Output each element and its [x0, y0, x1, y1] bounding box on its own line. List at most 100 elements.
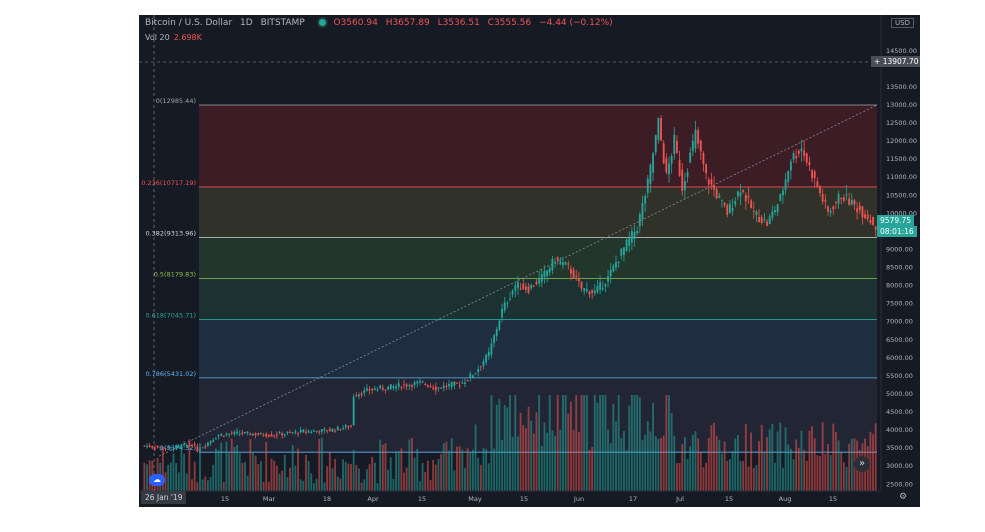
candle-body: [845, 194, 848, 196]
fib-level-label: 0.786(5431.02): [145, 370, 196, 378]
price-tick-label: 9000.00: [886, 245, 913, 253]
volume-bar: [848, 443, 851, 491]
candle-body: [623, 247, 625, 256]
gear-icon[interactable]: ⚙: [899, 492, 908, 502]
volume-bar: [400, 448, 403, 491]
volume-bar: [379, 439, 382, 491]
candle-body: [389, 384, 392, 390]
volume-bar: [609, 443, 612, 491]
volume-bar: [511, 436, 514, 491]
volume-bar: [591, 446, 594, 491]
volume-bar: [373, 462, 376, 491]
volume-bar: [466, 448, 469, 491]
volume-bar: [874, 423, 877, 491]
candle-body: [654, 135, 657, 153]
interval[interactable]: 1D: [240, 18, 253, 28]
candle-body: [588, 291, 591, 295]
candle-body: [143, 445, 146, 447]
volume-bar: [437, 458, 440, 491]
tradingview-logo-icon[interactable]: ☁: [149, 474, 165, 486]
candle-body: [151, 445, 154, 448]
volume-bar: [217, 450, 220, 491]
volume-bar: [456, 446, 458, 491]
volume-bar: [323, 482, 326, 491]
candle-body: [384, 389, 387, 391]
candle-body: [461, 382, 464, 384]
volume-bar: [249, 439, 252, 491]
candle-body: [734, 200, 737, 205]
candle-body: [418, 381, 421, 383]
volume-bar: [570, 401, 572, 491]
volume-bar: [146, 464, 148, 491]
volume-bar: [540, 445, 543, 491]
volume-bar: [713, 422, 715, 491]
volume-bar: [403, 472, 405, 491]
volume-bar: [509, 395, 511, 491]
volume-bar: [641, 439, 644, 491]
chart-container[interactable]: 0(12985.44) 0.236(10717.19) 0.382(9313.96)…: [139, 15, 920, 507]
price-tick-label: 11500.00: [886, 155, 917, 163]
volume-bar: [358, 468, 360, 491]
volume-bar: [601, 395, 604, 491]
volume-bar: [405, 467, 408, 491]
candle-body: [310, 431, 313, 433]
candle-body: [644, 196, 647, 204]
candle-body: [612, 265, 615, 272]
volume-bar: [434, 464, 437, 491]
candle-body: [379, 385, 382, 389]
candle-body: [249, 433, 252, 436]
price-axis: [881, 15, 920, 507]
plus-icon[interactable]: +: [874, 57, 881, 66]
volume-bar: [448, 450, 450, 491]
candle-body: [676, 140, 678, 153]
candle-body: [477, 369, 480, 373]
candle-body: [426, 385, 429, 387]
volume-bar: [294, 465, 297, 491]
price-tick-label: 13500.00: [886, 83, 917, 91]
volume-bar: [657, 439, 660, 491]
candle-body: [795, 156, 798, 159]
candle-body: [503, 302, 506, 311]
currency-badge[interactable]: USD: [891, 18, 914, 28]
candle-body: [453, 381, 456, 386]
volume-bar: [426, 460, 429, 491]
chart-canvas[interactable]: 0(12985.44) 0.236(10717.19) 0.382(9313.96)…: [139, 15, 920, 507]
volume-bar: [278, 473, 281, 491]
volume-bar: [241, 462, 244, 491]
volume-bar: [418, 481, 421, 491]
volume-bar: [265, 441, 268, 491]
volume-bar: [273, 460, 276, 491]
volume-bar: [395, 451, 397, 491]
volume-bar: [183, 453, 185, 491]
candle-body: [212, 440, 215, 443]
crosshair-date-badge: 26 Jan '19: [141, 491, 187, 504]
volume-bar: [461, 449, 464, 491]
volume-bar: [270, 458, 273, 491]
candle-body: [161, 447, 164, 449]
scroll-to-realtime-button[interactable]: »: [854, 456, 870, 472]
volume-label[interactable]: Vol 20: [145, 33, 170, 42]
candle-body: [238, 433, 241, 435]
volume-bar: [429, 480, 432, 491]
volume-bar: [191, 479, 193, 491]
candle-body: [829, 210, 832, 213]
volume-bar: [246, 475, 249, 491]
volume-bar: [355, 464, 358, 491]
candle-body: [869, 219, 872, 223]
candle-body: [228, 433, 231, 435]
candle-body: [575, 275, 578, 277]
fib-level-label: 0.382(9313.96): [145, 230, 196, 238]
candle-body: [861, 206, 864, 218]
volume-bar: [588, 449, 591, 491]
candle-body: [199, 449, 201, 451]
volume-bar: [718, 439, 721, 491]
volume-bar: [416, 448, 419, 491]
volume-bar: [477, 457, 480, 491]
symbol-name[interactable]: Bitcoin / U.S. Dollar: [145, 18, 233, 28]
candle-body: [498, 320, 501, 330]
volume-bar: [607, 429, 609, 491]
candle-body: [625, 239, 628, 251]
volume-bar: [755, 465, 758, 491]
volume-bar: [501, 439, 503, 491]
candle-body: [416, 381, 419, 384]
